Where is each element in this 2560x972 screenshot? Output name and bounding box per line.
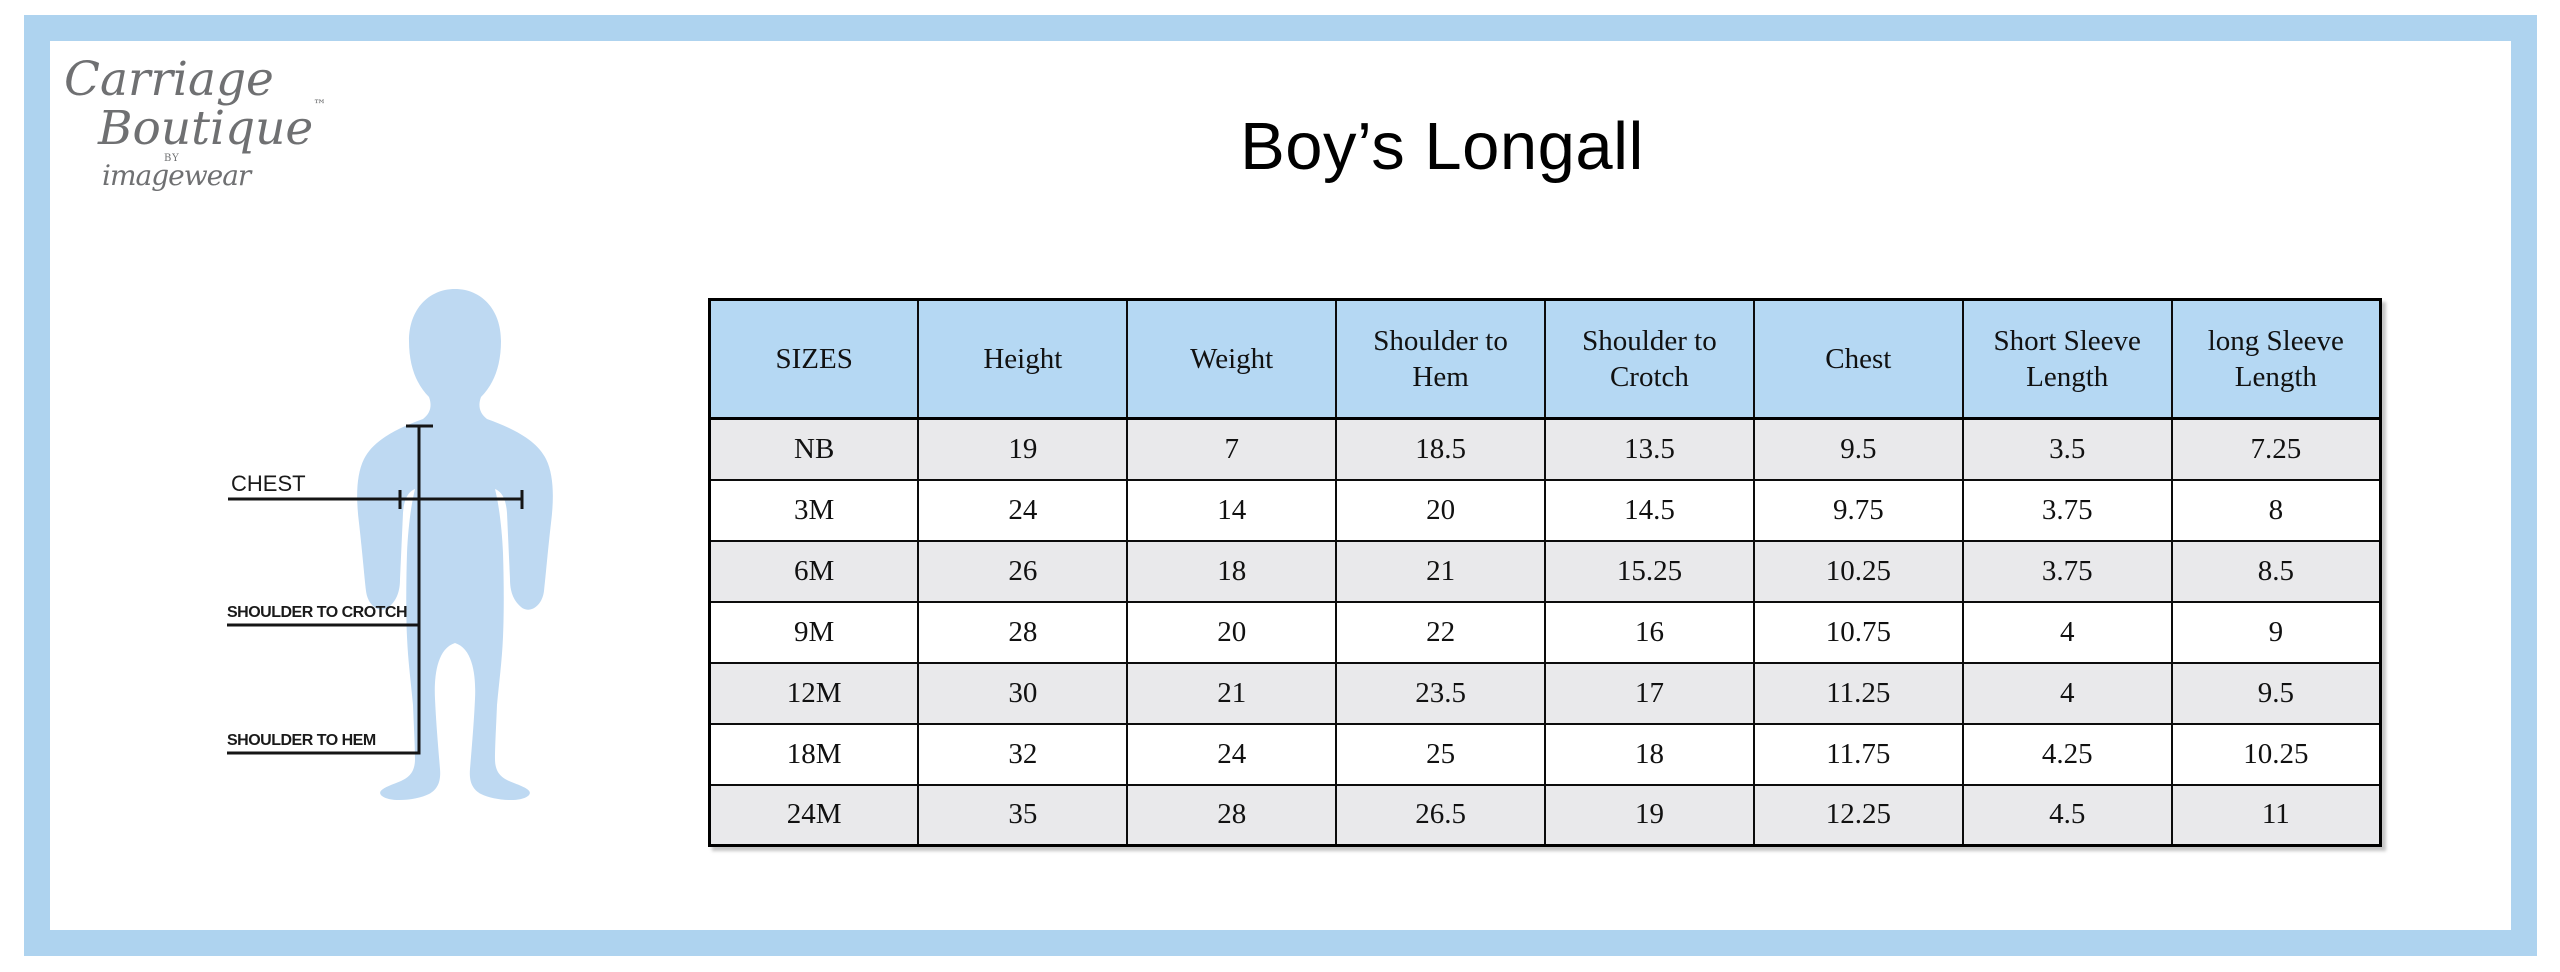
- size-cell: 18M: [708, 722, 920, 786]
- value-cell: 28: [917, 600, 1129, 664]
- value-cell: 11.25: [1752, 661, 1964, 725]
- value-cell: 15.25: [1544, 539, 1755, 603]
- value-cell: 8.5: [2170, 539, 2382, 603]
- baby-measurement-diagram: CHEST SHOULDER TO CROTCH SHOULDER TO HEM: [227, 289, 553, 801]
- value-cell: 3.75: [1961, 478, 2173, 542]
- value-cell: 21: [1126, 661, 1338, 725]
- page-title: Boy’s Longall: [1240, 109, 1644, 184]
- header-row: SIZES Height Weight Shoulder to Hem Shou…: [708, 298, 2382, 420]
- value-cell: 32: [917, 722, 1129, 786]
- header-sizes: SIZES: [708, 298, 920, 420]
- value-cell: 3.75: [1961, 539, 2173, 603]
- value-cell: 14: [1126, 478, 1338, 542]
- value-cell: 13.5: [1544, 417, 1755, 481]
- size-cell: NB: [708, 417, 920, 481]
- value-cell: 10.75: [1752, 600, 1964, 664]
- value-cell: 8: [2170, 478, 2382, 542]
- value-cell: 14.5: [1544, 478, 1755, 542]
- size-cell: 12M: [708, 661, 920, 725]
- size-cell: 3M: [708, 478, 920, 542]
- brand-logo: Carriage Boutique ™ BY imagewear: [60, 52, 327, 192]
- size-cell: 9M: [708, 600, 920, 664]
- size-cell: 24M: [708, 783, 920, 847]
- brand-byline-prefix: BY: [164, 153, 180, 164]
- header-shoulder-to-hem: Shoulder to Hem: [1335, 298, 1546, 420]
- value-cell: 7: [1126, 417, 1338, 481]
- brand-name-line1: Carriage: [64, 52, 274, 107]
- header-shoulder-to-crotch: Shoulder to Crotch: [1544, 298, 1755, 420]
- header-chest: Chest: [1752, 298, 1964, 420]
- brand-name-line2: Boutique ™: [98, 98, 327, 156]
- value-cell: 18: [1544, 722, 1755, 786]
- value-cell: 11.75: [1752, 722, 1964, 786]
- value-cell: 18.5: [1335, 417, 1546, 481]
- value-cell: 20: [1126, 600, 1338, 664]
- table-row-18m: 18M 32 24 25 18 11.75 4.25 10.25: [708, 722, 2382, 786]
- value-cell: 24: [917, 478, 1129, 542]
- value-cell: 12.25: [1752, 783, 1964, 847]
- header-weight: Weight: [1126, 298, 1338, 420]
- value-cell: 24: [1126, 722, 1338, 786]
- value-cell: 26.5: [1335, 783, 1546, 847]
- value-cell: 19: [1544, 783, 1755, 847]
- value-cell: 30: [917, 661, 1129, 725]
- table-row-3m: 3M 24 14 20 14.5 9.75 3.75 8: [708, 478, 2382, 542]
- value-cell: 25: [1335, 722, 1546, 786]
- size-chart-table: SIZES Height Weight Shoulder to Hem Shou…: [708, 298, 2382, 847]
- value-cell: 10.25: [1752, 539, 1964, 603]
- size-cell: 6M: [708, 539, 920, 603]
- value-cell: 9.5: [2170, 661, 2382, 725]
- table-row-6m: 6M 26 18 21 15.25 10.25 3.75 8.5: [708, 539, 2382, 603]
- baby-silhouette: [357, 289, 553, 801]
- trademark-symbol: ™: [313, 98, 327, 113]
- shoulder-to-crotch-label: SHOULDER TO CROTCH: [227, 604, 407, 621]
- header-height: Height: [917, 298, 1129, 420]
- measurement-lines: [227, 424, 524, 755]
- value-cell: 3.5: [1961, 417, 2173, 481]
- table-row-9m: 9M 28 20 22 16 10.75 4 9: [708, 600, 2382, 664]
- value-cell: 4.25: [1961, 722, 2173, 786]
- value-cell: 22: [1335, 600, 1546, 664]
- value-cell: 4: [1961, 661, 2173, 725]
- value-cell: 9.5: [1752, 417, 1964, 481]
- table-row-24m: 24M 35 28 26.5 19 12.25 4.5 11: [708, 783, 2382, 847]
- shoulder-to-hem-label: SHOULDER TO HEM: [227, 732, 376, 749]
- value-cell: 11: [2170, 783, 2382, 847]
- value-cell: 26: [917, 539, 1129, 603]
- value-cell: 9: [2170, 600, 2382, 664]
- value-cell: 9.75: [1752, 478, 1964, 542]
- value-cell: 28: [1126, 783, 1338, 847]
- table-row-nb: NB 19 7 18.5 13.5 9.5 3.5 7.25: [708, 417, 2382, 481]
- brand-byline: BY imagewear: [102, 153, 251, 192]
- value-cell: 18: [1126, 539, 1338, 603]
- value-cell: 10.25: [2170, 722, 2382, 786]
- value-cell: 4: [1961, 600, 2173, 664]
- value-cell: 19: [917, 417, 1129, 481]
- header-short-sleeve-length: Short Sleeve Length: [1961, 298, 2173, 420]
- value-cell: 20: [1335, 478, 1546, 542]
- value-cell: 21: [1335, 539, 1546, 603]
- value-cell: 17: [1544, 661, 1755, 725]
- table-row-12m: 12M 30 21 23.5 17 11.25 4 9.5: [708, 661, 2382, 725]
- header-long-sleeve-length: long Sleeve Length: [2170, 298, 2382, 420]
- value-cell: 4.5: [1961, 783, 2173, 847]
- value-cell: 16: [1544, 600, 1755, 664]
- value-cell: 35: [917, 783, 1129, 847]
- chest-label: CHEST: [231, 471, 306, 496]
- value-cell: 7.25: [2170, 417, 2382, 481]
- value-cell: 23.5: [1335, 661, 1546, 725]
